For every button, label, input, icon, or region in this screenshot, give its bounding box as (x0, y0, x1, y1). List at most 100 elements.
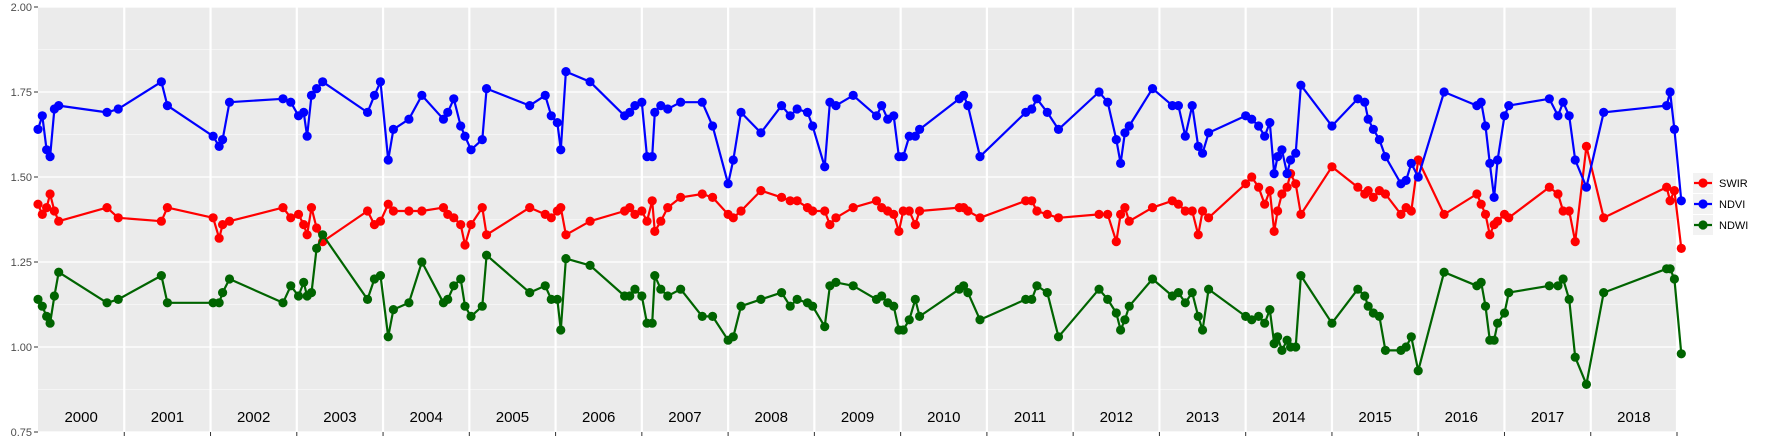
data-point-ndwi (1439, 267, 1449, 277)
data-point-ndvi (1489, 192, 1499, 202)
data-point-swir (1406, 206, 1416, 216)
data-point-swir (312, 223, 322, 233)
data-point-ndwi (1504, 288, 1514, 298)
y-tick-label: 2.00 (11, 2, 32, 14)
data-point-swir (362, 206, 373, 216)
y-tick-label: 1.25 (11, 257, 32, 269)
data-point-ndvi (1327, 121, 1337, 131)
year-label: 2011 (1014, 409, 1046, 426)
data-point-swir (1282, 182, 1292, 192)
data-point-ndwi (707, 311, 718, 321)
data-point-ndwi (1296, 271, 1306, 281)
data-point-swir (630, 209, 640, 219)
data-point-swir (647, 196, 657, 206)
year-label: 2018 (1617, 409, 1650, 426)
year-label: 2001 (151, 409, 184, 426)
data-point-swir (293, 209, 304, 219)
data-point-ndwi (676, 284, 686, 294)
data-point-ndvi (1203, 128, 1214, 138)
data-point-swir (33, 199, 43, 209)
data-point-ndwi (1489, 335, 1499, 345)
data-point-swir (224, 216, 235, 226)
data-point-ndwi (1247, 315, 1257, 325)
data-point-ndvi (42, 145, 52, 155)
data-point-swir (1269, 226, 1279, 236)
data-point-ndvi (1564, 111, 1574, 121)
data-point-ndvi (1247, 114, 1257, 124)
data-point-swir (1485, 230, 1495, 240)
data-point-ndwi (443, 294, 453, 304)
data-point-ndvi (54, 101, 64, 111)
data-point-swir (438, 203, 449, 213)
data-point-ndvi (1413, 172, 1423, 182)
data-point-swir (1553, 189, 1563, 199)
data-point-swir (910, 220, 920, 230)
data-point-ndwi (831, 277, 841, 287)
data-point-ndwi (1558, 274, 1568, 284)
data-point-ndwi (1413, 366, 1423, 376)
data-point-swir (650, 226, 660, 236)
data-point-swir (54, 216, 64, 226)
data-point-swir (637, 206, 647, 216)
year-label: 2010 (927, 409, 960, 426)
data-point-swir (871, 196, 882, 206)
data-point-swir (102, 203, 112, 213)
data-point-swir (728, 213, 738, 223)
data-point-ndwi (663, 291, 673, 301)
data-point-ndwi (1042, 288, 1052, 298)
data-point-ndvi (1599, 107, 1609, 117)
data-point-swir (1260, 199, 1270, 209)
data-point-ndvi (1380, 152, 1391, 162)
data-point-ndvi (1476, 97, 1486, 107)
data-point-swir (1363, 186, 1373, 196)
data-point-ndwi (1103, 294, 1113, 304)
data-point-ndvi (877, 101, 887, 111)
data-point-ndwi (49, 291, 59, 301)
data-point-ndvi (647, 152, 657, 162)
data-point-ndvi (1363, 114, 1373, 124)
data-point-ndwi (877, 291, 887, 301)
data-point-ndvi (299, 107, 309, 117)
data-point-ndwi (525, 288, 535, 298)
data-point-ndvi (556, 145, 566, 155)
data-point-ndvi (1665, 87, 1675, 97)
data-point-ndvi (460, 131, 470, 141)
data-point-ndvi (1439, 87, 1449, 97)
data-point-ndwi (1544, 281, 1554, 291)
data-point-ndvi (1120, 128, 1130, 138)
data-point-ndwi (1173, 288, 1183, 298)
data-point-ndwi (1581, 379, 1592, 389)
data-point-swir (37, 209, 47, 219)
data-point-swir (1124, 216, 1134, 226)
data-point-swir (1327, 162, 1337, 172)
data-point-ndvi (278, 94, 288, 104)
data-point-ndwi (45, 318, 55, 328)
data-point-ndvi (369, 90, 380, 100)
data-point-ndwi (1053, 332, 1064, 342)
data-point-swir (1203, 213, 1214, 223)
year-label: 2002 (237, 409, 270, 426)
data-point-ndwi (286, 281, 296, 291)
data-point-ndwi (224, 274, 235, 284)
year-label: 2008 (755, 409, 788, 426)
data-point-ndvi (820, 162, 830, 172)
data-point-ndvi (1265, 118, 1275, 128)
data-point-ndwi (1553, 281, 1563, 291)
data-point-swir (383, 199, 393, 209)
data-point-ndwi (785, 301, 795, 311)
data-point-swir (1116, 209, 1126, 219)
data-point-ndvi (1124, 121, 1134, 131)
data-point-swir (1042, 209, 1052, 219)
data-point-ndvi (37, 111, 47, 121)
data-point-ndvi (1180, 131, 1190, 141)
data-point-ndvi (889, 111, 899, 121)
data-point-swir (1120, 203, 1130, 213)
data-point-ndvi (481, 84, 492, 94)
year-label: 2000 (64, 409, 97, 426)
data-point-swir (1296, 209, 1306, 219)
data-point-swir (1273, 206, 1283, 216)
data-point-ndwi (585, 260, 595, 270)
data-point-ndvi (963, 101, 973, 111)
legend-key-marker (1698, 199, 1708, 209)
data-point-swir (975, 213, 985, 223)
